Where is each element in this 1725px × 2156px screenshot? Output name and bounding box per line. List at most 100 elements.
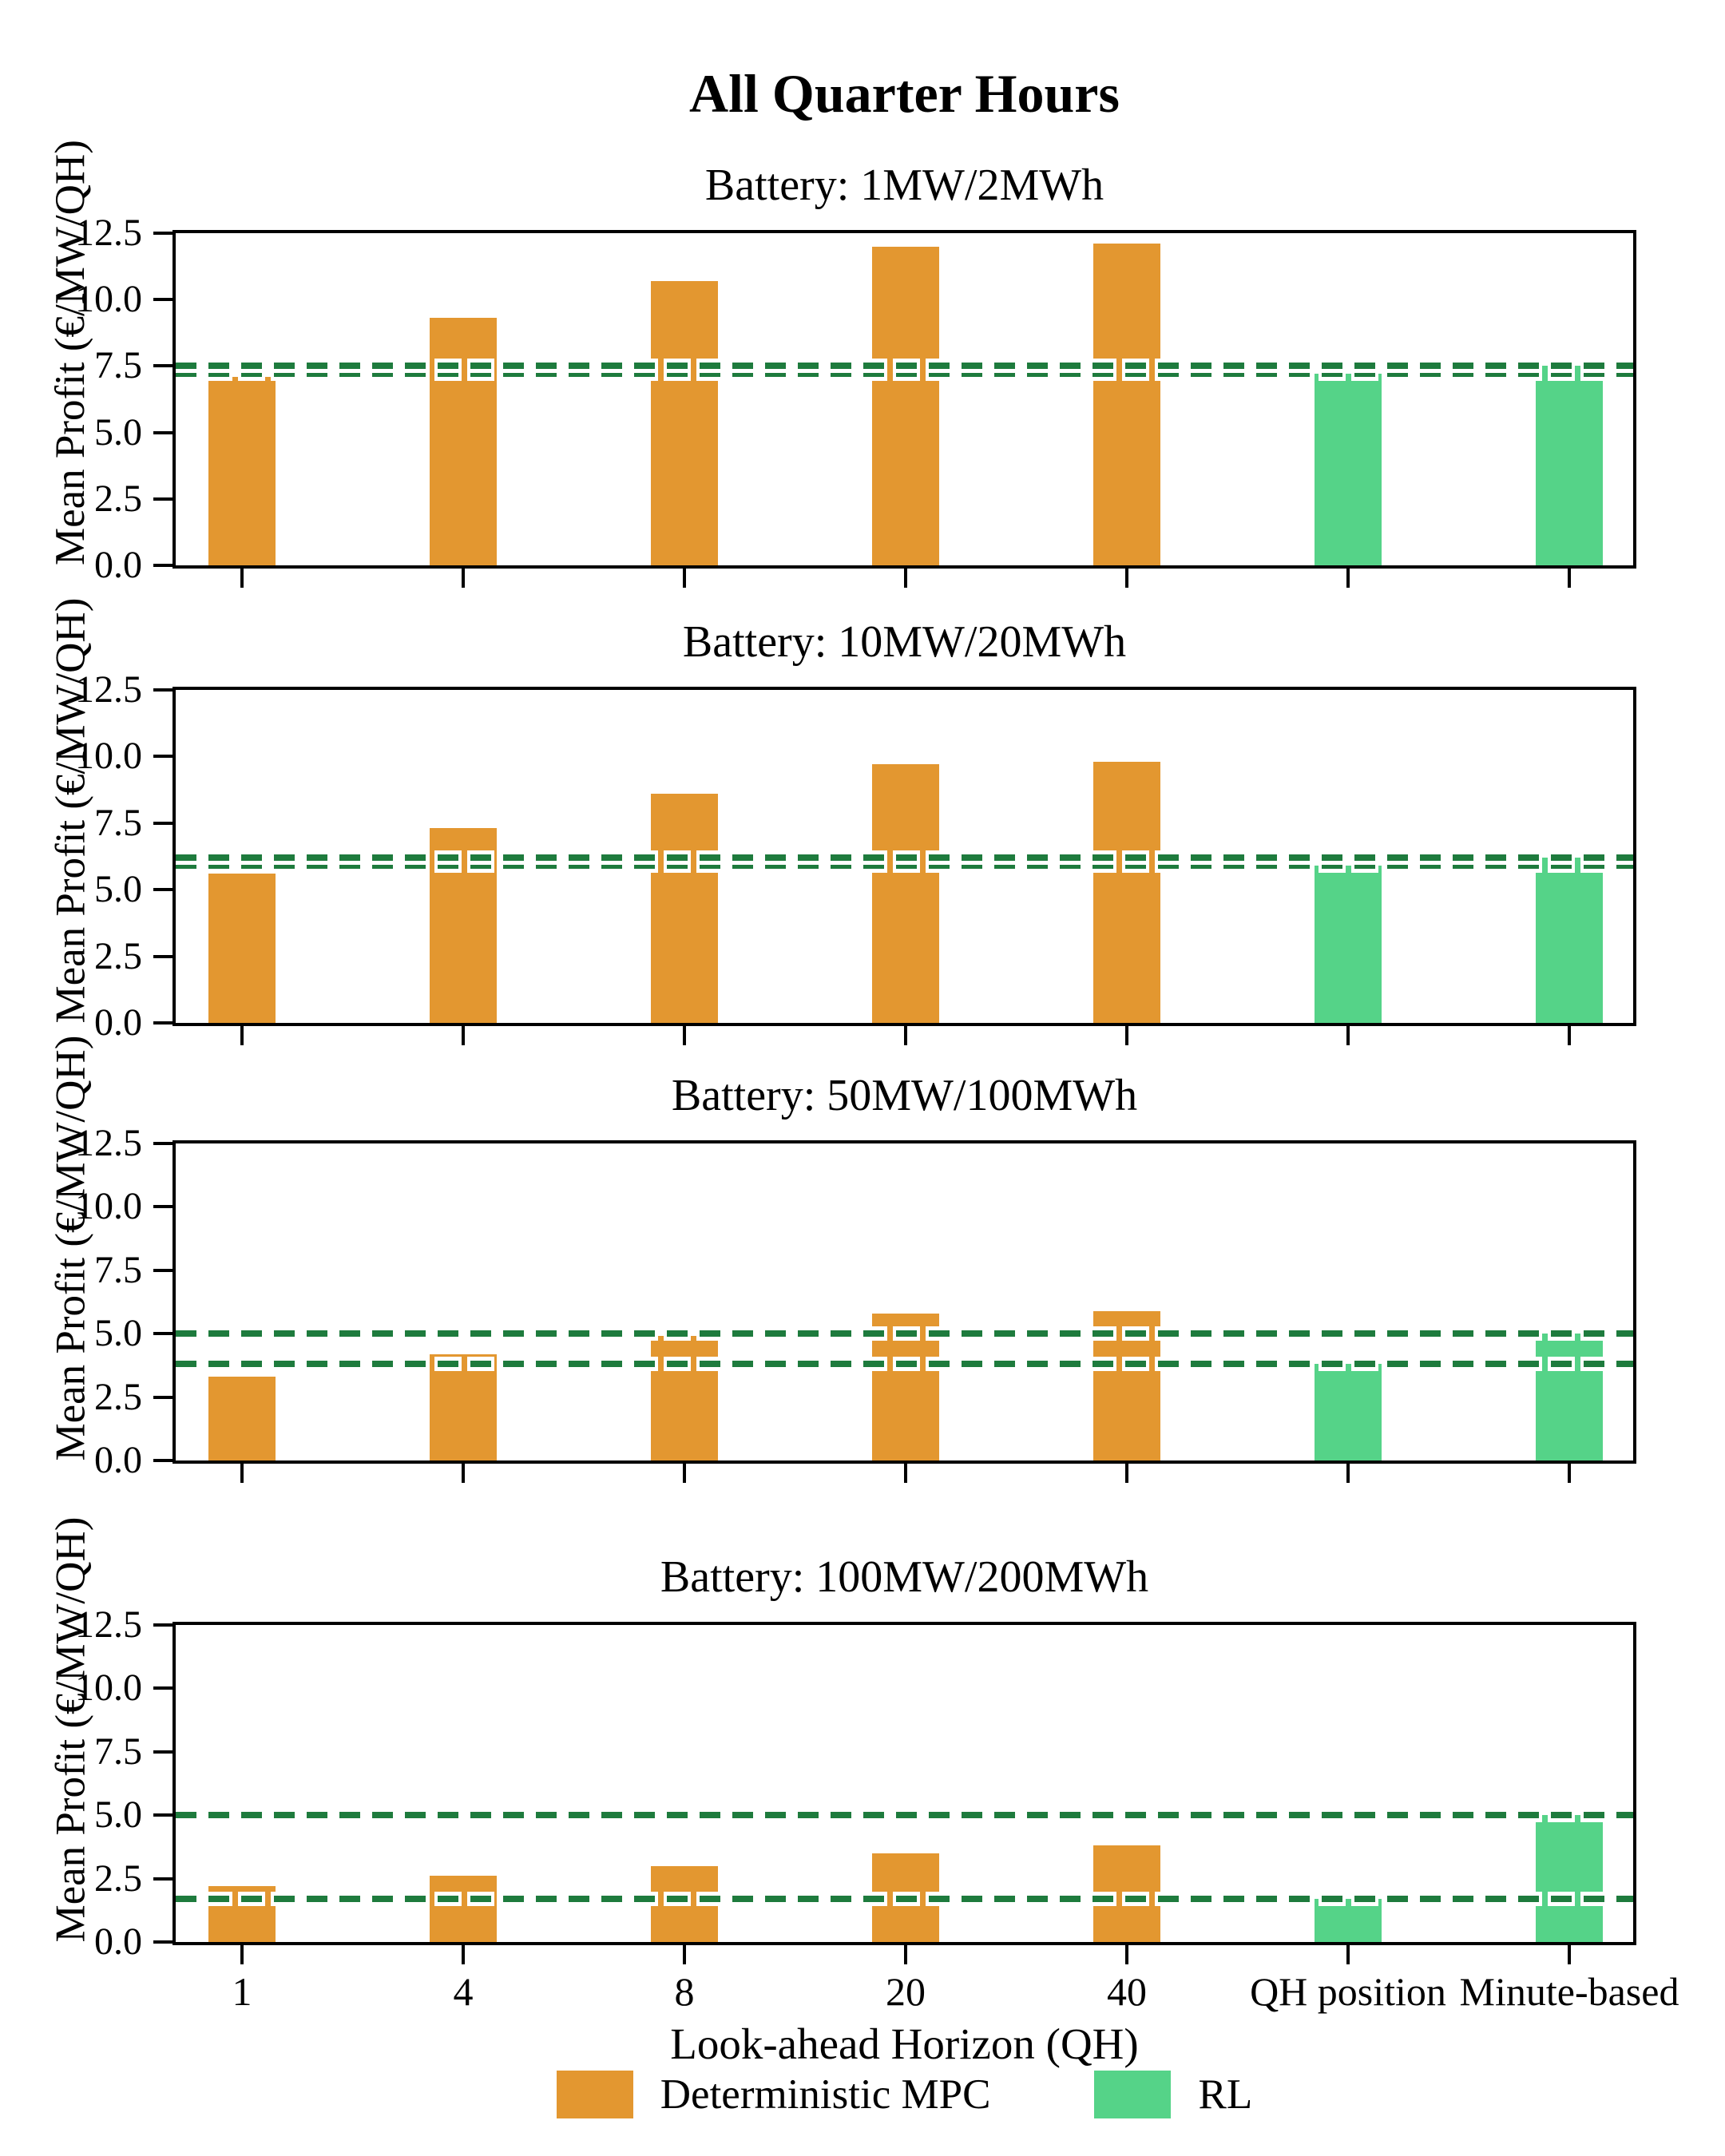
panel-3-y-axis-label: Mean Profit (€/MW/QH) xyxy=(47,1035,93,1460)
xtick-label-8: 8 xyxy=(674,1969,695,2014)
panel-3-ytick-label: 12.5 xyxy=(75,1122,142,1164)
panel-3-ytick-mark xyxy=(153,1332,172,1336)
panel-2-xtick-mark xyxy=(240,1026,244,1045)
panel-4-ytick-label: 5.0 xyxy=(94,1793,142,1837)
panel-2-ytick-mark xyxy=(153,888,172,892)
panel-2-bar-rl-minute-based xyxy=(1536,858,1603,1023)
panel-4-xtick-mark xyxy=(1568,1945,1571,1964)
panel-3-dashed-line-rl-qh xyxy=(176,1357,1633,1372)
panel-4-ytick-label: 7.5 xyxy=(94,1730,142,1773)
panel-1-ytick-label: 2.5 xyxy=(94,477,142,520)
panel-2-bar-mpc-1 xyxy=(208,874,276,1023)
panel-2-xtick-mark xyxy=(1125,1026,1128,1045)
panel-3-ytick-label: 10.0 xyxy=(75,1185,142,1228)
panel-1-xtick-mark xyxy=(462,569,465,588)
panel-1-xtick-mark xyxy=(683,569,686,588)
panel-3-xtick-mark xyxy=(1125,1464,1128,1483)
panel-4-ytick-mark xyxy=(153,1686,172,1690)
panel-1-title: Battery: 1MW/2MWh xyxy=(704,161,1104,210)
panel-4-xtick-mark xyxy=(240,1945,244,1964)
panel-1-xtick-mark xyxy=(240,569,244,588)
panel-4-bar-mpc-4 xyxy=(430,1876,497,1942)
panel-2-xtick-mark xyxy=(1568,1026,1571,1045)
panel-3-ytick-label: 0.0 xyxy=(94,1439,142,1481)
panel-1-bar-mpc-4 xyxy=(430,318,497,565)
panel-2-xtick-mark xyxy=(904,1026,907,1045)
panel-4-bar-rl-minute-based xyxy=(1536,1815,1603,1942)
panel-2-ytick-label: 10.0 xyxy=(75,735,142,778)
panel-1-dashed-line-rl-minute xyxy=(176,359,1633,374)
panel-2-ytick-mark xyxy=(153,954,172,958)
panel-4-ytick-mark xyxy=(153,1750,172,1754)
panel-2-xtick-mark xyxy=(462,1026,465,1045)
panel-1-xtick-mark xyxy=(1568,569,1571,588)
xtick-label-minute-based: Minute-based xyxy=(1459,1969,1679,2014)
legend-label-rl: RL xyxy=(1198,2071,1253,2118)
legend-label-mpc: Deterministic MPC xyxy=(660,2071,991,2118)
panel-3-ytick-mark xyxy=(153,1395,172,1399)
panel-2-bar-mpc-20 xyxy=(872,764,939,1023)
panel-2-ytick-label: 12.5 xyxy=(75,668,142,711)
panel-2-ytick-mark xyxy=(153,688,172,692)
panel-3-ytick-mark xyxy=(153,1459,172,1462)
panel-2-bar-mpc-8 xyxy=(651,794,718,1023)
panel-3-bar-rl-qh-position xyxy=(1315,1364,1382,1460)
x-axis-label: Look-ahead Horizon (QH) xyxy=(670,2019,1139,2068)
panel-2-title: Battery: 10MW/20MWh xyxy=(682,617,1127,667)
panel-1-ytick-mark xyxy=(153,364,172,368)
panel-3-bar-mpc-8 xyxy=(651,1336,718,1460)
panel-3-xtick-mark xyxy=(683,1464,686,1483)
panel-2-xtick-mark xyxy=(683,1026,686,1045)
panel-2-ytick-mark xyxy=(153,755,172,759)
panel-4-axes-frame xyxy=(172,1622,1636,1945)
panel-4-dashed-line-rl-qh xyxy=(176,1892,1633,1906)
panel-1-y-axis-label: Mean Profit (€/MW/QH) xyxy=(47,140,93,565)
panel-1-ytick-label: 12.5 xyxy=(75,212,142,254)
panel-1-ytick-mark xyxy=(153,232,172,235)
panel-4-ytick-mark xyxy=(153,1940,172,1944)
panel-3-xtick-mark xyxy=(1568,1464,1571,1483)
panel-1-xtick-mark xyxy=(1125,569,1128,588)
panel-3-ytick-mark xyxy=(153,1142,172,1145)
panel-4-ytick-mark xyxy=(153,1813,172,1817)
panel-1-ytick-label: 0.0 xyxy=(94,544,142,586)
panel-1-ytick-mark xyxy=(153,430,172,434)
panel-3-bar-mpc-1 xyxy=(208,1377,276,1460)
xtick-label-4: 4 xyxy=(453,1969,474,2014)
panel-4-ytick-label: 2.5 xyxy=(94,1857,142,1900)
panel-3-bar-rl-minute-based xyxy=(1536,1334,1603,1460)
panel-3-xtick-mark xyxy=(1346,1464,1350,1483)
xtick-label-1: 1 xyxy=(232,1969,252,2014)
xtick-label-40: 40 xyxy=(1107,1969,1147,2014)
panel-4-xtick-mark xyxy=(1125,1945,1128,1964)
panel-2-ytick-label: 5.0 xyxy=(94,868,142,911)
legend-swatch-rl xyxy=(1094,2071,1172,2118)
panel-4-xtick-mark xyxy=(904,1945,907,1964)
panel-3-ytick-mark xyxy=(153,1268,172,1272)
panel-1-ytick-label: 5.0 xyxy=(94,410,142,454)
panel-1-bar-mpc-20 xyxy=(872,246,939,565)
panel-1-bar-rl-minute-based xyxy=(1536,366,1603,565)
panel-1-bar-mpc-1 xyxy=(208,376,276,565)
panel-4-ytick-label: 10.0 xyxy=(75,1667,142,1710)
panel-2-ytick-label: 2.5 xyxy=(94,934,142,977)
panel-1-bar-rl-qh-position xyxy=(1315,374,1382,565)
panel-2-bar-mpc-40 xyxy=(1093,762,1160,1023)
panel-4-ytick-mark xyxy=(153,1877,172,1881)
panel-4-ytick-mark xyxy=(153,1623,172,1627)
panel-1-bar-mpc-8 xyxy=(651,280,718,565)
panel-2-y-axis-label: Mean Profit (€/MW/QH) xyxy=(47,597,93,1023)
panel-3-ytick-label: 2.5 xyxy=(94,1375,142,1418)
panel-1-bar-mpc-40 xyxy=(1093,244,1160,565)
panel-4-title: Battery: 100MW/200MWh xyxy=(660,1552,1149,1602)
panel-1-axes-frame xyxy=(172,230,1636,569)
panel-3-xtick-mark xyxy=(462,1464,465,1483)
panel-3-axes-frame xyxy=(172,1140,1636,1464)
panel-2-dashed-line-rl-minute xyxy=(176,850,1633,866)
panel-4-ytick-label: 12.5 xyxy=(75,1603,142,1646)
panel-3-ytick-label: 5.0 xyxy=(94,1312,142,1355)
panel-2-ytick-label: 0.0 xyxy=(94,1001,142,1044)
panel-1-ytick-mark xyxy=(153,564,172,567)
panel-2-ytick-label: 7.5 xyxy=(94,801,142,844)
